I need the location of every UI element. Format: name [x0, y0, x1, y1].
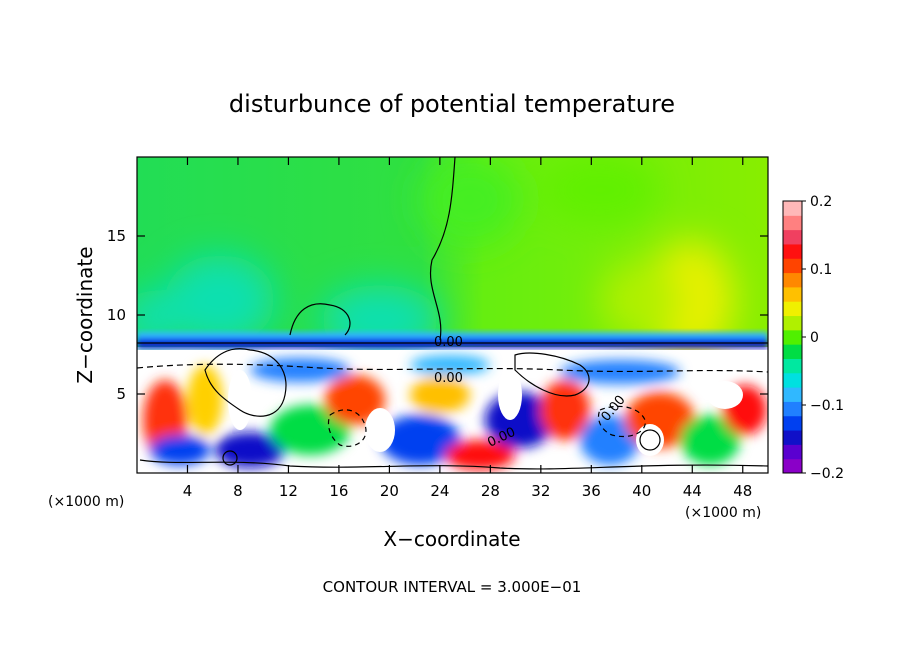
- x-tick-label: 20: [380, 482, 399, 500]
- colorbar-swatch: [783, 458, 802, 474]
- colorbar-tick-label: −0.2: [810, 466, 844, 482]
- x-tick-label: 12: [279, 482, 298, 500]
- contour-label: 0.00: [434, 371, 463, 386]
- contour-lines: [137, 157, 768, 470]
- colorbar-swatch: [783, 329, 802, 345]
- colorbar-tick-label: 0: [810, 330, 819, 346]
- colorbar-swatch: [783, 229, 802, 245]
- colorbar: 0.2 0.1 0 −0.1 −0.2: [782, 194, 844, 482]
- colorbar-swatch: [783, 243, 802, 259]
- x-axis: 4 8 12 16 20 24 28 32 36 40 44 48: [183, 157, 752, 500]
- y-axis: 5 10 15: [107, 227, 768, 403]
- colorbar-swatch: [783, 215, 802, 231]
- colorbar-tick-label: 0.1: [810, 262, 832, 278]
- colorbar-swatch: [783, 272, 802, 288]
- colorbar-swatch: [783, 315, 802, 331]
- colorbar-tick-label: 0.2: [810, 194, 832, 210]
- x-tick-label: 8: [233, 482, 243, 500]
- y-axis-label: Z−coordinate: [73, 246, 97, 383]
- x-tick-label: 28: [481, 482, 500, 500]
- chart-title: disturbunce of potential temperature: [229, 90, 675, 118]
- x-tick-label: 36: [582, 482, 601, 500]
- upper-field-structure: [137, 157, 735, 360]
- x-unit-right: (×1000 m): [685, 505, 761, 521]
- y-tick-label: 15: [107, 227, 126, 245]
- x-tick-label: 4: [183, 482, 193, 500]
- x-unit-left: (×1000 m): [48, 494, 124, 510]
- colorbar-swatch: [783, 301, 802, 317]
- contour-label: 0.00: [434, 335, 463, 350]
- colorbar-swatch: [783, 415, 802, 431]
- plot-area: [137, 157, 768, 473]
- x-axis-label: X−coordinate: [383, 527, 520, 551]
- contour-interval-note: CONTOUR INTERVAL = 3.000E−01: [323, 578, 582, 596]
- y-tick-label: 10: [107, 306, 126, 324]
- colorbar-swatch: [783, 344, 802, 359]
- x-tick-label: 44: [683, 482, 702, 500]
- colorbar-swatch: [783, 430, 802, 445]
- x-tick-label: 16: [329, 482, 348, 500]
- x-tick-label: 48: [733, 482, 752, 500]
- x-tick-label: 32: [531, 482, 550, 500]
- x-tick-label: 40: [632, 482, 651, 500]
- colorbar-swatch: [783, 358, 802, 374]
- y-tick-label: 5: [116, 385, 126, 403]
- colorbar-swatch: [783, 387, 802, 402]
- colorbar-swatch: [783, 444, 802, 460]
- colorbar-swatch: [783, 286, 802, 302]
- colorbar-swatch: [783, 401, 802, 417]
- white-cells: [228, 370, 743, 456]
- x-tick-label: 24: [430, 482, 449, 500]
- inversion-band: [137, 332, 768, 348]
- colorbar-swatch: [783, 258, 802, 274]
- colorbar-swatch: [783, 201, 802, 216]
- lower-field-structure: [143, 355, 767, 470]
- colorbar-swatch: [783, 372, 802, 388]
- colorbar-tick-label: −0.1: [810, 398, 844, 414]
